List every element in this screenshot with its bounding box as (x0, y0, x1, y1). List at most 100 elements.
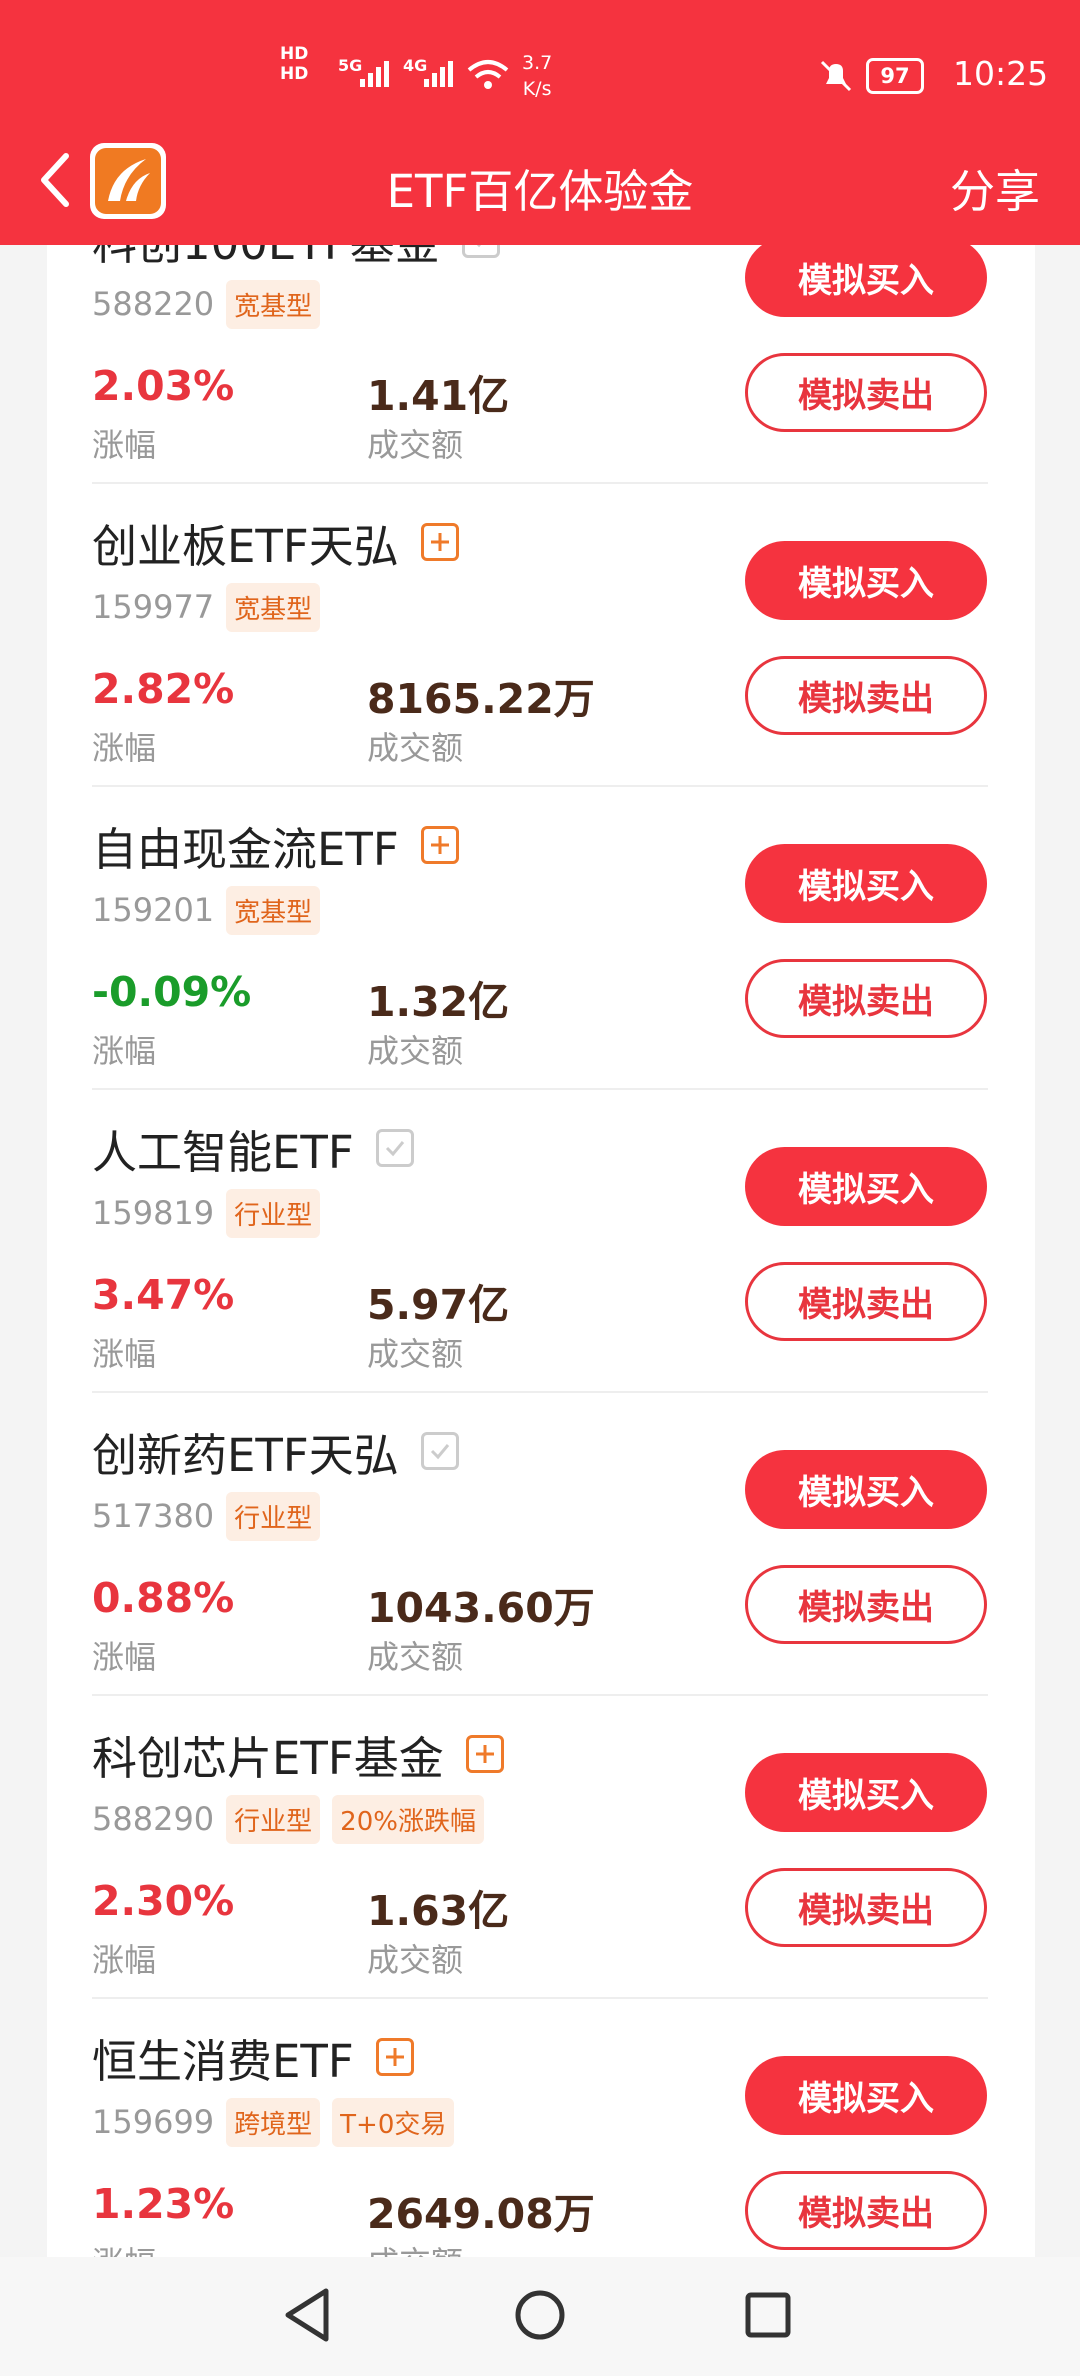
add-button[interactable] (420, 826, 459, 864)
buy-button[interactable]: 模拟买入 (745, 245, 987, 317)
buy-button[interactable]: 模拟买入 (745, 844, 987, 923)
add-button[interactable] (465, 1735, 504, 1773)
code-row: 588290 行业型 20%涨跌幅 (92, 1794, 484, 1844)
change-value: 3.47% (92, 1271, 235, 1319)
etf-name: 创新药ETF天弘 (92, 1428, 399, 1482)
etf-code: 517380 (92, 1497, 215, 1535)
nav-recent[interactable] (744, 2291, 792, 2339)
header-title: ETF百亿体验金 (386, 165, 694, 218)
change-value: 2.03% (92, 362, 235, 410)
buy-button[interactable]: 模拟买入 (745, 1450, 987, 1529)
sell-button[interactable]: 模拟卖出 (745, 959, 987, 1038)
etf-name-row: 人工智能ETF (92, 1122, 414, 1179)
change-value: 2.82% (92, 665, 235, 713)
volume-label: 成交额 (367, 2238, 463, 2257)
sell-button[interactable]: 模拟卖出 (745, 353, 987, 432)
change-value: -0.09% (92, 968, 252, 1016)
nav-home[interactable] (514, 2289, 566, 2341)
share-button[interactable]: 分享 (950, 165, 1041, 218)
back-button[interactable] (34, 150, 74, 210)
change-label: 涨幅 (92, 2238, 156, 2257)
change-value: 0.88% (92, 1574, 235, 1622)
volume-value: 2649.08万 (367, 2190, 595, 2238)
code-row: 159819 行业型 (92, 1188, 321, 1238)
nav-bar (0, 2257, 1080, 2376)
signal1 (360, 61, 389, 87)
etf-tag: 行业型 (226, 1188, 321, 1238)
buy-button[interactable]: 模拟买入 (745, 541, 987, 620)
etf-code: 159819 (92, 1194, 215, 1232)
volume-value: 1.32亿 (367, 978, 510, 1026)
change-label: 涨幅 (92, 729, 157, 767)
etf-tag: 宽基型 (226, 279, 321, 329)
change-label: 涨幅 (92, 1335, 157, 1373)
volume-label: 成交额 (367, 729, 464, 767)
sell-button[interactable]: 模拟卖出 (745, 1565, 987, 1644)
sell-button[interactable]: 模拟卖出 (745, 2171, 987, 2250)
top-bar: HD HD 5G 4G 3.7 K/s 97 10:25 ETF百亿体验金 分享 (0, 0, 1080, 245)
add-button[interactable] (420, 523, 459, 561)
buy-button[interactable]: 模拟买入 (745, 1753, 987, 1832)
volume-value: 1043.60万 (367, 1584, 595, 1632)
change-value: 1.23% (92, 2180, 235, 2228)
etf-name-row: 创新药ETF天弘 (92, 1425, 459, 1482)
separator (92, 1391, 988, 1393)
etf-name: 人工智能ETF (92, 1125, 354, 1179)
code-row: 517380 行业型 (92, 1491, 321, 1541)
etf-name: 恒生消费ETF (92, 2034, 354, 2088)
buy-button[interactable]: 模拟买入 (745, 1147, 987, 1226)
time: 10:25 (953, 54, 1049, 93)
volume-label: 成交额 (367, 1638, 464, 1676)
etf-item: 创新药ETF天弘 517380 行业型 0.88% 1043.60万涨幅 成交额 模拟买入模… (0, 1392, 1080, 1696)
etf-item: 自由现金流ETF 159201 宽基型 -0.09% 1.32亿 涨幅 成交额 模拟买入 模拟卖… (0, 786, 1080, 1090)
etf-item: 人工智能ETF 159819 行业型 3.47% 5.97亿 涨幅 成交额 模拟买入 模拟卖出 (0, 1089, 1080, 1393)
net2: 4G (403, 56, 428, 75)
etf-name: 自由现金流ETF (92, 822, 399, 876)
volume-label: 成交额 (367, 1941, 464, 1979)
etf-item: 创业板ETF天弘 159977 宽基型 2.82% 8165.22万涨幅 成交额 模拟买入模… (0, 483, 1080, 787)
speed-unit: K/s (522, 78, 552, 100)
code-row: 159977 宽基型 (92, 582, 321, 632)
etf-code: 159977 (92, 588, 215, 626)
code-row: 159201 宽基型 (92, 885, 321, 935)
etf-name-row: 科创芯片ETF基金 (92, 1728, 504, 1785)
added-icon[interactable] (420, 1432, 459, 1470)
etf-code: 588220 (92, 285, 215, 323)
sell-button[interactable]: 模拟卖出 (745, 1262, 987, 1341)
wifi (467, 60, 509, 89)
added-icon[interactable] (375, 1129, 414, 1167)
signal2 (424, 61, 453, 87)
etf-tag: 跨境型 (226, 2097, 321, 2147)
change-label: 涨幅 (92, 1032, 157, 1070)
etf-tag: 宽基型 (226, 885, 321, 935)
battery: 97 (866, 58, 924, 94)
etf-name: 科创100ETF基金 (92, 245, 440, 272)
code-row: 159699 跨境型 T+0交易 (92, 2097, 455, 2147)
add-button[interactable] (375, 2038, 414, 2076)
sell-button[interactable]: 模拟卖出 (745, 1868, 987, 1947)
etf-name-row: 创业板ETF天弘 (92, 516, 459, 573)
buy-button[interactable]: 模拟买入 (745, 2056, 987, 2135)
separator (92, 482, 988, 484)
nav-back[interactable] (282, 2287, 332, 2343)
added-icon[interactable] (461, 245, 500, 258)
change-label: 涨幅 (92, 1941, 157, 1979)
sell-button[interactable]: 模拟卖出 (745, 656, 987, 735)
etf-name-row: 恒生消费ETF (92, 2031, 414, 2088)
etf-code: 588290 (92, 1800, 215, 1838)
etf-code: 159699 (92, 2103, 215, 2141)
hd2: HD (280, 64, 309, 84)
speed: 3.7 K/s (522, 50, 552, 102)
change-label: 涨幅 (92, 426, 157, 464)
code-row: 588220 宽基型 (92, 279, 321, 329)
volume-value: 8165.22万 (367, 675, 595, 723)
etf-tag: 行业型 (226, 1491, 321, 1541)
volume-label: 成交额 (367, 1335, 464, 1373)
separator (92, 1088, 988, 1090)
change-value: 2.30% (92, 1877, 235, 1925)
volume-value: 1.41亿 (367, 372, 510, 420)
change-label: 涨幅 (92, 1638, 157, 1676)
etf-name-row: 自由现金流ETF (92, 819, 459, 876)
